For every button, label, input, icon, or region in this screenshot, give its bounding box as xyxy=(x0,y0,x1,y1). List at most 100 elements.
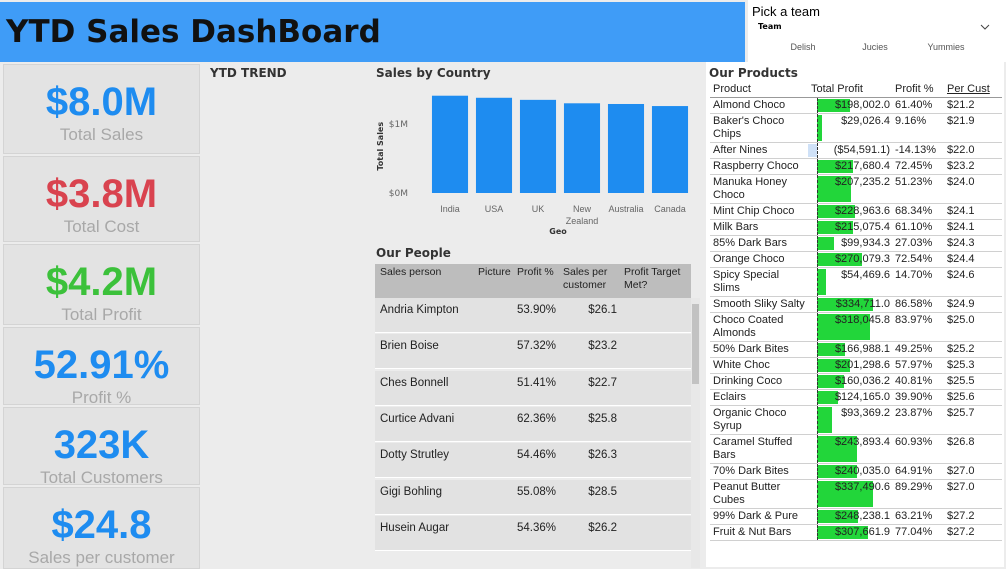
kpi-label: Sales per customer xyxy=(28,548,175,567)
sales-per-customer: $26.2 xyxy=(588,521,617,534)
product-name: Raspberry Choco xyxy=(710,158,808,175)
profit-pct: 27.03% xyxy=(892,235,944,252)
table-row: 70% Dark Bites $240,035.0 64.91% $27.0 xyxy=(710,463,1002,480)
profit-pct: -14.13% xyxy=(892,142,944,159)
product-name: Caramel Stuffed Bars xyxy=(710,434,808,464)
profit-pct: 40.81% xyxy=(892,373,944,390)
profit-pct: 57.97% xyxy=(892,357,944,374)
slicer-option[interactable]: Delish xyxy=(790,42,816,52)
profit-pct: 57.32% xyxy=(517,340,557,353)
x-axis-title: Geo xyxy=(549,227,567,236)
total-profit: $217,680.4 xyxy=(834,160,890,172)
sales-per-customer: $26.3 xyxy=(588,449,617,462)
product-name: Manuka Honey Choco xyxy=(710,174,808,204)
profit-pct: 23.87% xyxy=(892,405,944,435)
zero-line xyxy=(817,252,818,267)
profit-bar xyxy=(817,298,873,311)
sales-person: Gigi Bohling xyxy=(380,485,443,498)
slicer-option[interactable]: Jucies xyxy=(862,42,888,52)
profit-pct: 54.36% xyxy=(517,521,557,534)
zero-line xyxy=(817,175,818,203)
sales-per-customer: $26.1 xyxy=(588,304,617,316)
profit-bar xyxy=(817,391,838,404)
zero-line xyxy=(817,268,818,296)
table-row: Husein Augar 54.36% $26.2 xyxy=(375,515,691,551)
total-profit-cell: $207,235.2 xyxy=(808,174,892,204)
per-cust: $27.2 xyxy=(944,524,1002,541)
profit-pct: 86.58% xyxy=(892,296,944,313)
column-header: Sales per customer xyxy=(563,266,608,291)
bar xyxy=(651,106,689,193)
total-profit-cell: $243,893.4 xyxy=(808,434,892,464)
product-name: Choco Coated Almonds xyxy=(710,312,808,342)
profit-bar xyxy=(817,115,822,141)
kpi-label: Total Profit xyxy=(61,305,142,324)
table-row: White Choc $201,298.6 57.97% $25.3 xyxy=(710,357,1002,374)
kpi-value: 323K xyxy=(53,423,150,467)
product-name: 99% Dark & Pure xyxy=(710,508,808,525)
slicer-options: Delish Jucies Yummies xyxy=(748,42,1006,56)
per-cust: $24.0 xyxy=(944,174,1002,204)
table-row: Drinking Coco $160,036.2 40.81% $25.5 xyxy=(710,373,1002,390)
profit-bar xyxy=(807,144,817,157)
table-row: Choco Coated Almonds $318,045.8 83.97% $25.… xyxy=(710,312,1002,342)
per-cust: $27.2 xyxy=(944,508,1002,525)
bar-chart: Total Sales $0M $1M Geo xyxy=(376,95,689,236)
profit-bar xyxy=(817,465,857,478)
slicer-option[interactable]: Yummies xyxy=(927,42,965,52)
people-panel: Our People Sales person Picture Profit % Sa… xyxy=(375,244,700,569)
panel-title: YTD TREND xyxy=(210,66,287,80)
sales-per-customer: $23.2 xyxy=(588,340,617,353)
product-name: Mint Chip Choco xyxy=(710,203,808,220)
profit-pct: 77.04% xyxy=(892,524,944,541)
total-profit-cell: $337,490.6 xyxy=(808,479,892,509)
zero-line xyxy=(817,464,818,479)
profit-bar xyxy=(817,343,845,356)
zero-line xyxy=(817,525,818,540)
total-profit: $240,035.0 xyxy=(834,465,890,477)
dropdown-chevron[interactable] xyxy=(980,23,990,31)
x-tick-label: New Zealand xyxy=(565,204,599,226)
profit-bar xyxy=(817,253,862,266)
total-profit: $228,963.6 xyxy=(834,205,890,217)
per-cust: $24.3 xyxy=(944,235,1002,252)
total-profit: $318,045.8 xyxy=(834,314,890,326)
product-name: Baker's Choco Chips xyxy=(710,113,808,143)
total-profit-cell: $124,165.0 xyxy=(808,389,892,406)
profit-pct: 9.16% xyxy=(892,113,944,143)
zero-line xyxy=(817,342,818,357)
profit-bar xyxy=(817,436,858,462)
column-header: Profit % xyxy=(517,266,554,278)
profit-pct: 39.90% xyxy=(892,389,944,406)
total-profit: $207,235.2 xyxy=(834,176,890,188)
total-profit: $198,002.0 xyxy=(834,99,890,111)
zero-line xyxy=(817,374,818,389)
zero-line xyxy=(817,297,818,312)
total-profit: $243,893.4 xyxy=(834,436,890,448)
profit-pct: 49.25% xyxy=(892,341,944,358)
profit-bar xyxy=(817,314,870,340)
zero-line xyxy=(817,358,818,373)
kpi-card: 52.91% Profit % xyxy=(3,327,200,405)
kpi-label: Total Cost xyxy=(63,217,140,236)
scrollbar[interactable] xyxy=(691,298,700,568)
profit-bar xyxy=(817,237,834,250)
kpi-card: $4.2M Total Profit xyxy=(3,244,200,325)
total-profit-cell: $198,002.0 xyxy=(808,97,892,114)
profit-pct: 60.93% xyxy=(892,434,944,464)
per-cust: $25.5 xyxy=(944,373,1002,390)
zero-line xyxy=(817,236,818,251)
total-profit: $215,075.4 xyxy=(834,221,890,233)
kpi-value: $24.8 xyxy=(51,503,152,547)
per-cust: $22.0 xyxy=(944,142,1002,159)
table-row: Raspberry Choco $217,680.4 72.45% $23.2 xyxy=(710,158,1002,175)
total-profit-cell: ($54,591.1) xyxy=(807,142,892,159)
table-row: Milk Bars $215,075.4 61.10% $24.1 xyxy=(710,219,1002,236)
profit-pct: 51.23% xyxy=(892,174,944,204)
kpi-label: Total Sales xyxy=(59,125,144,144)
table-row: Ches Bonnell 51.41% $22.7 xyxy=(375,370,691,406)
per-cust: $25.0 xyxy=(944,312,1002,342)
table-row: Mint Chip Choco $228,963.6 68.34% $24.1 xyxy=(710,203,1002,220)
total-profit-cell: $248,238.1 xyxy=(808,508,892,525)
products-table: Product Total Profit Profit % Per Cust Almon… xyxy=(710,82,1002,541)
